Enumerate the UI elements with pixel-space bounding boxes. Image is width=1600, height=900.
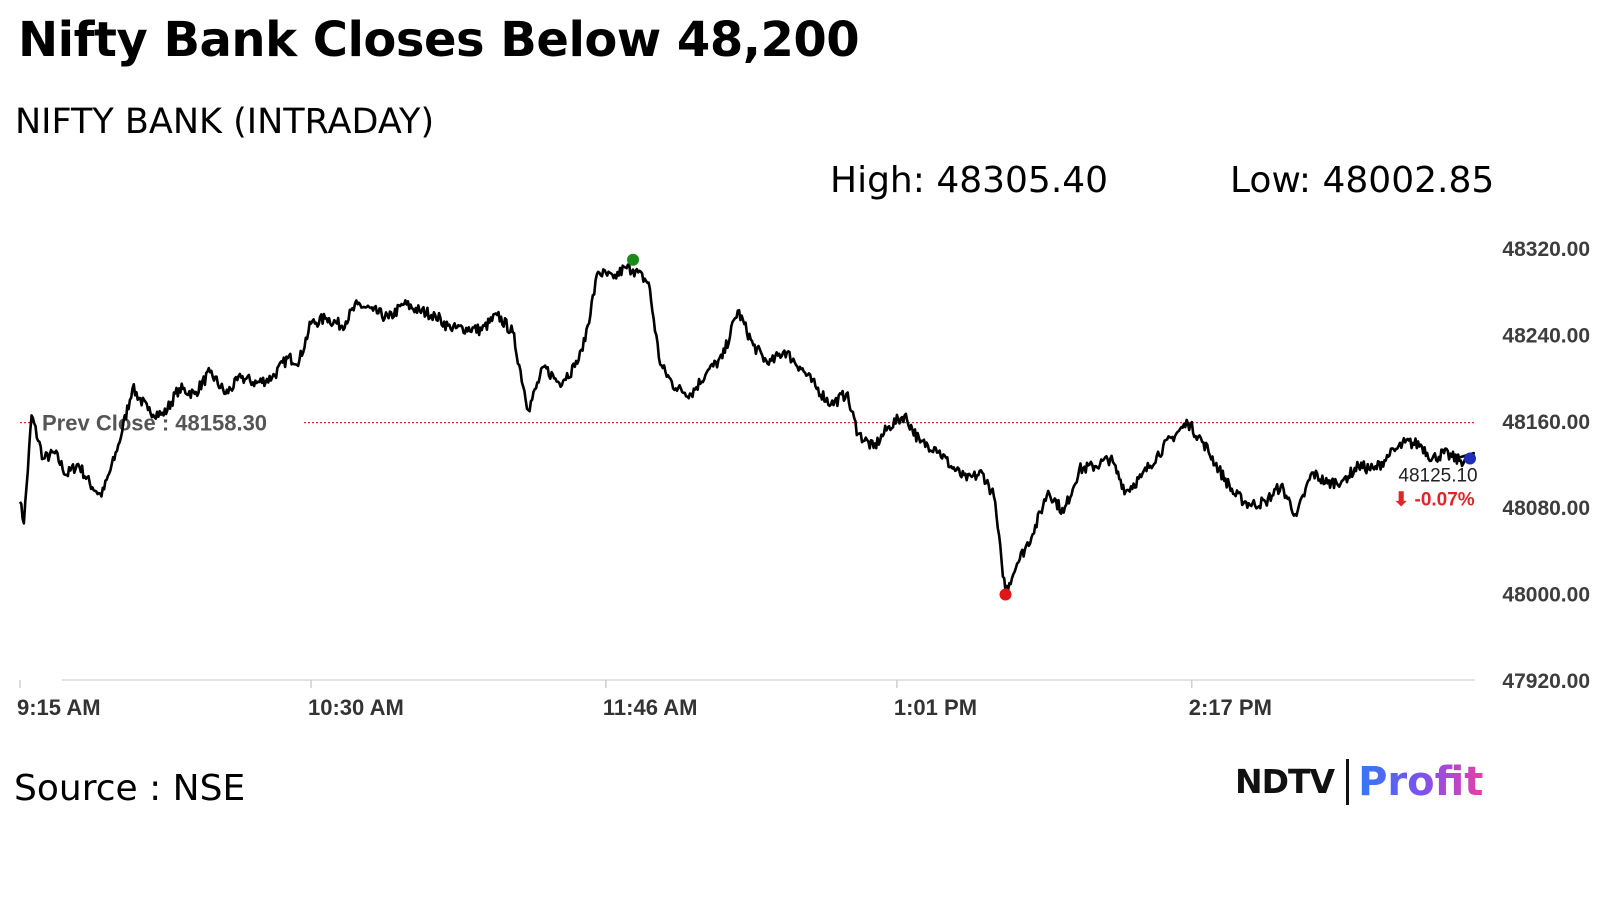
- x-tick-label-4: 2:17 PM: [1189, 695, 1272, 720]
- prev-close-label: Prev Close : 48158.30: [42, 411, 267, 436]
- ndtv-profit-logo: NDTV Profit: [1235, 758, 1483, 806]
- x-tick-label-3: 1:01 PM: [894, 695, 977, 720]
- x-tick-label-1: 10:30 AM: [308, 695, 404, 720]
- logo-ndtv-text: NDTV: [1235, 762, 1335, 801]
- y-tick-label-4: 48000.00: [1502, 584, 1590, 607]
- y-axis: 48320.00 48240.00 48160.00 48080.00 48000.00…: [1502, 238, 1590, 693]
- y-tick-label-2: 48160.00: [1502, 411, 1590, 434]
- day-low-marker: [999, 588, 1012, 601]
- y-tick-label-5: 47920.00: [1502, 670, 1590, 693]
- y-tick-label-1: 48240.00: [1502, 324, 1590, 347]
- logo-divider: [1346, 759, 1350, 805]
- y-tick-label-0: 48320.00: [1502, 238, 1590, 261]
- last-price-label: 48125.10: [1398, 465, 1477, 486]
- x-axis: 9:15 AM 10:30 AM 11:46 AM 1:01 PM 2:17 PM: [17, 679, 1475, 720]
- price-series-line: [18, 263, 1475, 593]
- x-tick-label-2: 11:46 AM: [603, 695, 698, 720]
- prev-close-label-bg: [36, 409, 302, 436]
- high-value: High: 48305.40: [830, 160, 1109, 201]
- intraday-chart: 48320.00 48240.00 48160.00 48080.00 48000.00…: [17, 238, 1590, 720]
- day-high-marker: [627, 253, 640, 266]
- source-note: Source : NSE: [14, 768, 246, 809]
- y-tick-label-3: 48080.00: [1502, 497, 1590, 520]
- low-value: Low: 48002.85: [1230, 160, 1495, 201]
- last-price-marker: [1464, 452, 1476, 465]
- chart-subtitle: NIFTY BANK (INTRADAY): [15, 102, 435, 142]
- change-percent-label: ⬇ -0.07%: [1393, 489, 1475, 510]
- x-tick-label-0: 9:15 AM: [17, 695, 101, 720]
- logo-profit-text: Profit: [1358, 759, 1484, 805]
- page-title: Nifty Bank Closes Below 48,200: [18, 12, 860, 68]
